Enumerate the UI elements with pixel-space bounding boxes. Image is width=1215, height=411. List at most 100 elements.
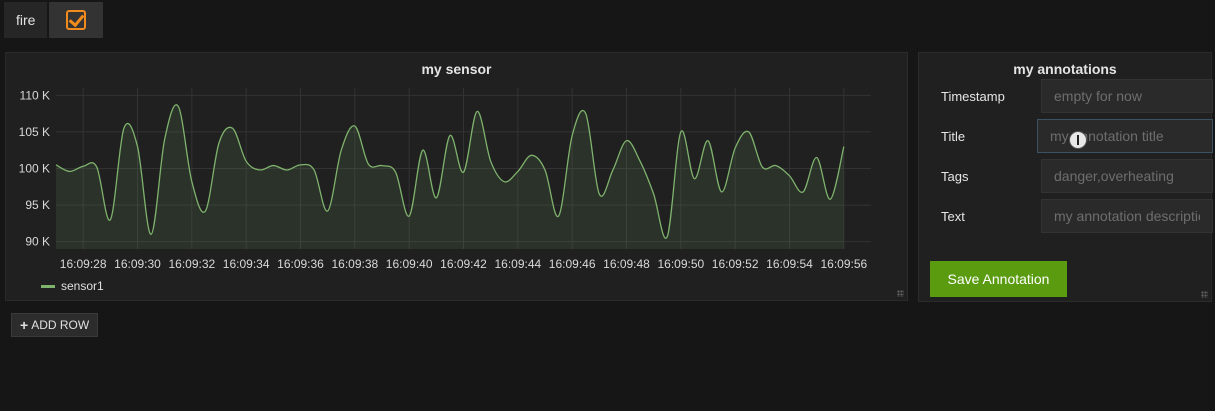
data-point bbox=[816, 157, 817, 158]
data-point bbox=[476, 111, 477, 112]
data-point bbox=[55, 164, 56, 165]
data-point bbox=[585, 113, 586, 114]
checkbox-edit-icon bbox=[66, 10, 87, 30]
data-point bbox=[490, 161, 491, 162]
data-point bbox=[775, 165, 776, 166]
resize-handle-icon[interactable] bbox=[1201, 291, 1208, 298]
data-point bbox=[150, 234, 151, 235]
data-point bbox=[748, 131, 749, 132]
x-tick-label: 16:09:48 bbox=[603, 257, 650, 271]
x-tick-label: 16:09:30 bbox=[114, 257, 161, 271]
data-point bbox=[164, 139, 165, 140]
plus-icon: + bbox=[20, 317, 29, 333]
data-point bbox=[626, 140, 627, 141]
data-point bbox=[69, 171, 70, 172]
legend-series-label[interactable]: sensor1 bbox=[61, 279, 104, 293]
tags-input[interactable] bbox=[1041, 159, 1213, 193]
y-tick-label: 90 K bbox=[25, 235, 50, 249]
x-tick-label: 16:09:50 bbox=[657, 257, 704, 271]
data-point bbox=[246, 161, 247, 162]
sensor-chart: 90 K 95 K 100 K 105 K 110 K 16:09:28 16:09:30 1… bbox=[19, 88, 871, 271]
data-point bbox=[110, 219, 111, 220]
x-tick-label: 16:09:32 bbox=[168, 257, 215, 271]
data-point bbox=[422, 150, 423, 151]
title-label: Title bbox=[941, 129, 966, 144]
text-input[interactable] bbox=[1041, 199, 1213, 233]
data-point bbox=[639, 161, 640, 162]
data-point bbox=[381, 165, 382, 166]
sensor-graph-panel: my sensor 90 K 95 K 100 K 105 K 110 K 16:09:2… bbox=[5, 52, 908, 301]
data-point bbox=[137, 146, 138, 147]
save-annotation-button[interactable]: Save Annotation bbox=[930, 261, 1067, 297]
data-point bbox=[504, 181, 505, 182]
y-tick-label: 95 K bbox=[25, 198, 50, 212]
legend-swatch bbox=[41, 284, 55, 288]
data-point bbox=[599, 194, 600, 195]
data-point bbox=[436, 197, 437, 198]
data-point bbox=[341, 150, 342, 151]
data-point bbox=[572, 135, 573, 136]
data-point bbox=[694, 178, 695, 179]
x-tick-label: 16:09:36 bbox=[277, 257, 324, 271]
data-point bbox=[259, 169, 260, 170]
legend: sensor1 bbox=[41, 279, 104, 293]
x-tick-label: 16:09:56 bbox=[820, 257, 867, 271]
data-point bbox=[558, 215, 559, 216]
x-tick-label: 16:09:28 bbox=[60, 257, 107, 271]
data-point bbox=[789, 175, 790, 176]
text-label: Text bbox=[941, 209, 965, 224]
data-point bbox=[531, 155, 532, 156]
data-point bbox=[707, 140, 708, 141]
data-point bbox=[830, 199, 831, 200]
data-point bbox=[517, 171, 518, 172]
data-point bbox=[273, 165, 274, 166]
y-tick-label: 110 K bbox=[20, 88, 50, 102]
data-point bbox=[232, 128, 233, 129]
data-point bbox=[612, 169, 613, 170]
data-point bbox=[178, 106, 179, 107]
series-line bbox=[55, 104, 845, 239]
data-point bbox=[409, 215, 410, 216]
mouse-cursor-icon bbox=[1069, 131, 1087, 149]
data-point bbox=[218, 142, 219, 143]
edit-mode-tab[interactable] bbox=[49, 2, 104, 38]
data-point bbox=[721, 191, 722, 192]
timestamp-input[interactable] bbox=[1041, 79, 1213, 113]
data-point bbox=[191, 181, 192, 182]
data-point bbox=[327, 210, 328, 211]
data-point bbox=[680, 131, 681, 132]
add-row-label: ADD ROW bbox=[31, 318, 90, 332]
panel-title[interactable]: my sensor bbox=[421, 61, 492, 77]
x-tick-label: 16:09:44 bbox=[494, 257, 541, 271]
data-point bbox=[96, 166, 97, 167]
data-point bbox=[802, 191, 803, 192]
dashboard-title-tab[interactable]: fire bbox=[4, 2, 48, 38]
dashboard-nav: fire bbox=[4, 2, 104, 38]
panel-title[interactable]: my annotations bbox=[1013, 61, 1117, 77]
data-point bbox=[313, 169, 314, 170]
x-tick-label: 16:09:46 bbox=[549, 257, 596, 271]
x-tick-label: 16:09:52 bbox=[712, 257, 759, 271]
data-point bbox=[843, 146, 844, 147]
add-row-button[interactable]: + ADD ROW bbox=[11, 313, 99, 337]
data-point bbox=[286, 169, 287, 170]
title-input[interactable] bbox=[1037, 119, 1213, 153]
y-tick-label: 105 K bbox=[19, 125, 50, 139]
data-point bbox=[544, 169, 545, 170]
data-point bbox=[83, 166, 84, 167]
x-tick-label: 16:09:34 bbox=[223, 257, 270, 271]
x-tick-label: 16:09:40 bbox=[386, 257, 433, 271]
dashboard-name: fire bbox=[16, 12, 36, 28]
data-point bbox=[667, 236, 668, 237]
tags-label: Tags bbox=[941, 169, 969, 184]
data-point bbox=[395, 172, 396, 173]
data-point bbox=[368, 164, 369, 165]
data-point bbox=[300, 164, 301, 165]
data-point bbox=[653, 194, 654, 195]
data-point bbox=[463, 172, 464, 173]
x-tick-label: 16:09:54 bbox=[766, 257, 813, 271]
resize-handle-icon[interactable] bbox=[897, 290, 904, 297]
annotations-panel: my annotations Timestamp Title Tags Text… bbox=[918, 52, 1213, 302]
data-point bbox=[354, 125, 355, 126]
timestamp-label: Timestamp bbox=[941, 89, 1005, 104]
